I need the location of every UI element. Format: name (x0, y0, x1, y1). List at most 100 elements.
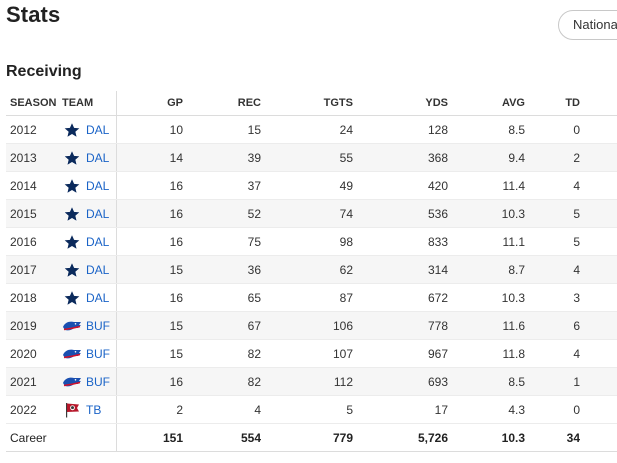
col-td[interactable]: TD (525, 91, 580, 116)
team-link[interactable]: DAL (86, 290, 110, 305)
career-rec: 554 (183, 423, 261, 452)
team-link[interactable]: TB (86, 402, 102, 417)
yds-cell: 778 (353, 311, 448, 340)
dallas-star-icon[interactable] (62, 121, 82, 138)
gp-cell: 15 (116, 255, 183, 284)
gp-cell: 2 (116, 395, 183, 424)
team-link[interactable]: BUF (86, 318, 110, 333)
gp-cell: 16 (116, 367, 183, 396)
col-avg[interactable]: AVG (448, 91, 525, 116)
gp-cell: 15 (116, 311, 183, 340)
career-spacer (580, 423, 617, 452)
table-header-row: SEASON TEAM GP REC TGTS YDS AVG TD (6, 91, 617, 116)
row-spacer (580, 171, 617, 200)
row-spacer (580, 395, 617, 424)
row-spacer (580, 367, 617, 396)
rec-cell: 82 (183, 367, 261, 396)
team-link[interactable]: DAL (86, 234, 110, 249)
gp-cell: 14 (116, 143, 183, 172)
avg-cell: 10.3 (448, 199, 525, 228)
buffalo-bills-icon[interactable] (62, 374, 82, 390)
tgts-cell: 74 (261, 199, 353, 228)
page-title: Stats (6, 2, 61, 27)
season-cell: 2020 (6, 339, 62, 368)
avg-cell: 8.5 (448, 367, 525, 396)
team-link[interactable]: BUF (86, 374, 110, 389)
td-cell: 2 (525, 143, 580, 172)
season-cell: 2015 (6, 199, 62, 228)
team-cell: BUF (62, 339, 117, 368)
col-rec[interactable]: REC (183, 91, 261, 116)
rec-cell: 52 (183, 199, 261, 228)
tgts-cell: 62 (261, 255, 353, 284)
yds-cell: 17 (353, 395, 448, 424)
dallas-star-icon[interactable] (62, 149, 82, 166)
receiving-stats-table: SEASON TEAM GP REC TGTS YDS AVG TD 2012 D… (6, 91, 617, 452)
team-cell-content: DAL (62, 121, 116, 138)
dallas-star-icon[interactable] (62, 261, 82, 278)
team-link[interactable]: DAL (86, 206, 110, 221)
team-cell: DAL (62, 115, 117, 144)
tampa-bay-flag-icon[interactable] (62, 402, 82, 418)
team-cell-content: DAL (62, 149, 116, 166)
tgts-cell: 24 (261, 115, 353, 144)
team-cell: DAL (62, 227, 117, 256)
col-tgts[interactable]: TGTS (261, 91, 353, 116)
dallas-star-icon[interactable] (62, 289, 82, 306)
team-cell: DAL (62, 255, 117, 284)
career-td: 34 (525, 423, 580, 452)
row-spacer (580, 339, 617, 368)
team-link[interactable]: BUF (86, 346, 110, 361)
yds-cell: 128 (353, 115, 448, 144)
buffalo-bills-icon[interactable] (62, 346, 82, 362)
team-cell: DAL (62, 143, 117, 172)
team-link[interactable]: DAL (86, 150, 110, 165)
rec-cell: 15 (183, 115, 261, 144)
career-team (62, 423, 117, 452)
col-gp[interactable]: GP (116, 91, 183, 116)
team-link[interactable]: DAL (86, 262, 110, 277)
yds-cell: 833 (353, 227, 448, 256)
buffalo-bills-icon[interactable] (62, 318, 82, 334)
tgts-cell: 5 (261, 395, 353, 424)
row-spacer (580, 255, 617, 284)
avg-cell: 9.4 (448, 143, 525, 172)
rec-cell: 37 (183, 171, 261, 200)
col-team[interactable]: TEAM (62, 91, 117, 116)
team-cell: TB (62, 395, 117, 424)
td-cell: 0 (525, 115, 580, 144)
dallas-star-icon[interactable] (62, 233, 82, 250)
td-cell: 0 (525, 395, 580, 424)
dallas-star-icon[interactable] (62, 177, 82, 194)
tgts-cell: 106 (261, 311, 353, 340)
avg-cell: 11.6 (448, 311, 525, 340)
section-title: Receiving (6, 63, 82, 80)
team-cell-content: BUF (62, 374, 116, 390)
yds-cell: 314 (353, 255, 448, 284)
season-cell: 2017 (6, 255, 62, 284)
team-cell-content: TB (62, 402, 116, 418)
table-row: 2022 TB 2 4 5 17 4.3 0 (6, 395, 617, 424)
yds-cell: 672 (353, 283, 448, 312)
season-cell: 2022 (6, 395, 62, 424)
table-row: 2016 DAL 16 75 98 833 11.1 5 (6, 227, 617, 256)
avg-cell: 10.3 (448, 283, 525, 312)
td-cell: 5 (525, 227, 580, 256)
col-season[interactable]: SEASON (6, 91, 62, 116)
gp-cell: 16 (116, 227, 183, 256)
col-spacer (580, 91, 617, 116)
yds-cell: 368 (353, 143, 448, 172)
team-cell-content: DAL (62, 177, 116, 194)
col-yds[interactable]: YDS (353, 91, 448, 116)
dallas-star-icon[interactable] (62, 205, 82, 222)
team-link[interactable]: DAL (86, 122, 110, 137)
team-cell-content: DAL (62, 261, 116, 278)
team-link[interactable]: DAL (86, 178, 110, 193)
table-row: 2012 DAL 10 15 24 128 8.5 0 (6, 115, 617, 144)
season-cell: 2021 (6, 367, 62, 396)
league-filter-button[interactable]: National (558, 10, 617, 40)
tgts-cell: 98 (261, 227, 353, 256)
career-gp: 151 (116, 423, 183, 452)
team-cell: BUF (62, 367, 117, 396)
table-row: 2020 BUF 15 82 107 967 11.8 4 (6, 339, 617, 368)
